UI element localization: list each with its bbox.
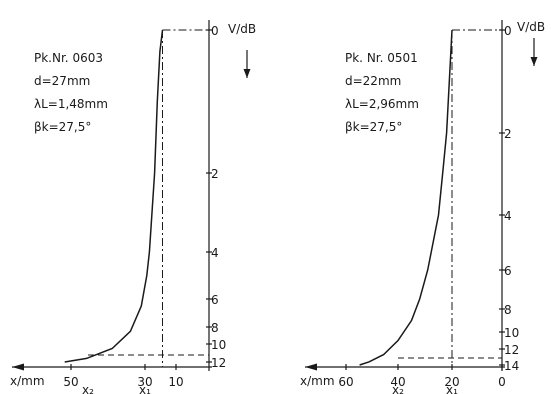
x-ref-label: x₁ [139,383,151,394]
x-axis-label: x/mm [300,374,335,388]
y-tick-label: 0 [504,24,512,38]
y-tick-label: 4 [211,246,219,260]
x-tick-label: 0 [498,375,506,389]
y-tick-label: 12 [504,343,519,357]
info-line: Pk. Nr. 0501 [345,51,418,65]
y-tick-label: 10 [211,338,226,352]
x-tick-label: 50 [63,375,78,389]
attenuation-curve [64,29,164,363]
y-tick-label: 0 [211,24,219,38]
y-tick-label: 6 [504,264,512,278]
y-tick-label: 6 [211,293,219,307]
chart-panel-1: 0 2 4 6 8 10 12 50 30 10 x₂ x₁ x/mm V/dB Pk.Nr. 0603 d=… [10,20,256,394]
info-line: Pk.Nr. 0603 [34,51,103,65]
x-tick-label: 60 [338,375,353,389]
y-tick-label: 10 [504,326,519,340]
v-direction-arrow-icon [243,69,251,78]
attenuation-curve [359,29,453,366]
y-tick-label: 4 [504,209,512,223]
y-tick-label: 8 [211,321,219,335]
y-tick-label: 12 [211,356,226,370]
chart-panel-2: 0 2 4 6 8 10 12 14 60 40 20 0 x₂ x₁ x/mm V/dB Pk. Nr. 05… [300,20,545,394]
x-axis-label: x/mm [10,374,45,388]
info-line: βk=27,5° [345,120,402,134]
x-tick-label: 10 [168,375,183,389]
x-tick-label: 40 [390,375,405,389]
y-tick-label: 8 [504,303,512,317]
x-ref-label: x₁ [446,383,458,394]
y-tick-label: 2 [504,127,512,141]
info-line: βk=27,5° [34,120,91,134]
info-line: λL=1,48mm [34,97,108,111]
info-line: λL=2,96mm [345,97,419,111]
x-axis-arrow-icon [305,363,317,371]
v-direction-arrow-icon [530,57,538,66]
x-tick-label: 20 [444,375,459,389]
x-axis-arrow-icon [12,363,24,371]
y-axis-label: V/dB [517,20,545,34]
x-ref-label: x₂ [392,383,404,394]
info-line: d=22mm [345,74,401,88]
x-tick-label: 30 [137,375,152,389]
y-tick-label: 14 [504,359,519,373]
info-line: d=27mm [34,74,90,88]
y-tick-label: 2 [211,167,219,181]
y-axis-label: V/dB [228,22,256,36]
x-ref-label: x₂ [82,383,94,394]
